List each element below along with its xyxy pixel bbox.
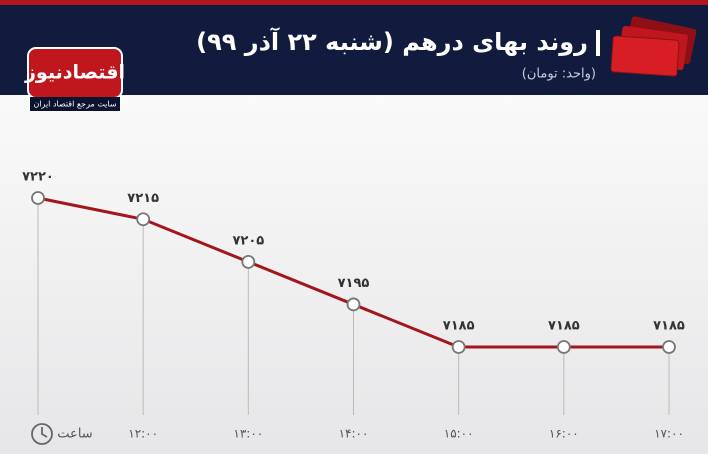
point [451,340,466,354]
value-label: ۷۲۰۵ [232,233,264,248]
point [31,191,45,205]
logo-tagline: سایت مرجع اقتصاد ایران [33,100,116,109]
point [136,212,151,227]
point [556,340,571,354]
point [662,340,676,354]
money-icon [610,16,697,77]
x-tick-label: ۱۴:۰۰ [339,427,369,441]
subtitle: (واحد: تومان) [522,67,596,82]
title: روند بهای درهم (شنبه ۲۲ آذر ۹۹) [196,27,588,56]
value-label: ۷۱۸۵ [548,319,580,334]
point [346,297,361,312]
top-strip [0,0,708,5]
value-label: ۷۲۱۵ [127,191,159,206]
value-label: ۷۱۹۵ [338,276,370,291]
x-tick-label: ۱۶:۰۰ [549,427,579,441]
logo-name: اقتصادنیوز [24,62,125,84]
x-tick-label: ۱۳:۰۰ [233,427,263,441]
clock-icon [31,423,53,445]
value-label: ۷۱۸۵ [443,319,475,334]
x-tick-label: ۱۵:۰۰ [444,427,474,441]
x-axis-label: ساعت [57,427,92,442]
x-tick-label: ۱۲:۰۰ [128,427,158,441]
point [241,254,256,269]
value-label: ۷۱۸۵ [653,319,685,334]
value-label: ۷۲۲۰ [22,170,54,185]
logo: اقتصادنیوز سایت مرجع اقتصاد ایران [24,47,125,111]
x-tick-label: ۱۷:۰۰ [654,427,684,441]
title-separator [596,30,600,56]
